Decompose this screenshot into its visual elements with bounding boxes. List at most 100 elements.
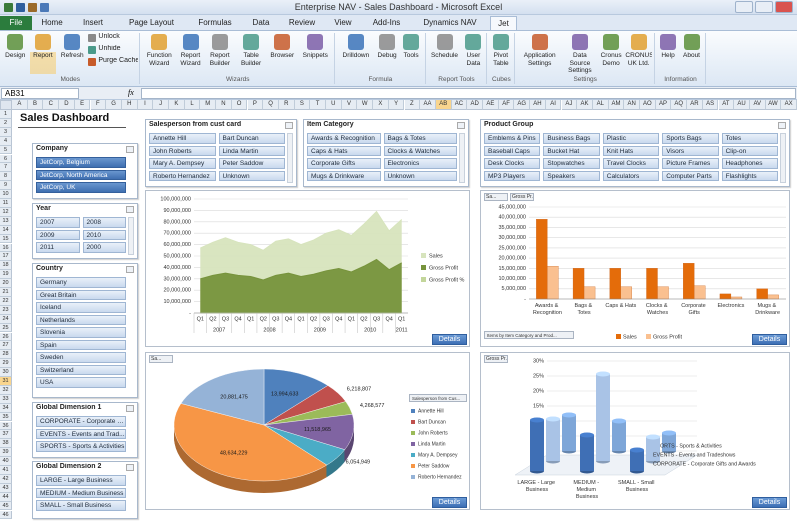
column-header[interactable]: M [200, 100, 217, 110]
slicer-scrollbar[interactable] [459, 133, 465, 183]
column-header[interactable]: E [74, 100, 91, 110]
slicer-item[interactable]: Totes [721, 133, 778, 144]
column-header[interactable]: R [278, 100, 295, 110]
row-header[interactable]: 43 [0, 483, 12, 493]
row-header[interactable]: 17 [0, 252, 12, 262]
slicer-item[interactable]: CORPORATE - Corporate G... [36, 416, 126, 427]
row-header[interactable]: 4 [0, 136, 12, 146]
row-header[interactable]: 15 [0, 234, 12, 244]
slicer-item[interactable]: Spain [36, 339, 126, 350]
column-header[interactable]: AX [781, 100, 797, 110]
row-header[interactable]: 1 [0, 110, 12, 119]
slicer-scrollbar[interactable] [780, 133, 786, 183]
row-header[interactable]: 40 [0, 457, 12, 466]
slicer-item[interactable]: Bucket Hat [543, 145, 600, 156]
column-header[interactable]: AL [592, 100, 609, 110]
column-header[interactable]: AS [702, 100, 719, 110]
slicer-item[interactable]: Visors [662, 145, 719, 156]
row-header[interactable]: 25 [0, 323, 12, 333]
details-button[interactable]: Details [432, 334, 467, 345]
ribbon-button[interactable]: Table Builder [240, 52, 262, 67]
ribbon-button[interactable]: Help [661, 52, 675, 59]
ribbon-button[interactable]: Design [5, 52, 26, 59]
slicer-item[interactable]: 2007 [36, 217, 80, 228]
row-header[interactable]: 27 [0, 341, 12, 351]
slicer-item[interactable]: JetCorp, Belgium [36, 157, 126, 168]
column-header[interactable]: AQ [671, 100, 688, 110]
legend-filter[interactable]: Salesperson from Cus... [409, 394, 467, 402]
column-header[interactable]: AM [608, 100, 625, 110]
ribbon-tab[interactable]: Home [41, 18, 63, 27]
ribbon-button[interactable]: Drilldown [342, 52, 370, 59]
details-button[interactable]: Details [752, 497, 787, 508]
ribbon-button[interactable]: Schedule [430, 52, 459, 59]
window-control[interactable] [735, 1, 753, 13]
row-header[interactable]: 8 [0, 172, 12, 182]
column-header[interactable]: AT [718, 100, 735, 110]
filter-dropdown[interactable]: Items by Item Category and Prod... [484, 331, 574, 339]
row-header[interactable]: 38 [0, 439, 12, 449]
row-header[interactable]: 9 [0, 181, 12, 191]
slicer-item[interactable]: Desk Clocks [484, 158, 541, 169]
row-header[interactable]: 37 [0, 430, 12, 440]
column-header[interactable]: AI [545, 100, 562, 110]
slicer-item[interactable]: Clocks & Watches [383, 145, 457, 156]
ribbon-tab[interactable]: File [0, 16, 32, 30]
column-header[interactable]: AP [655, 100, 672, 110]
slicer-clear-filter[interactable] [126, 146, 134, 153]
row-header[interactable]: 34 [0, 403, 12, 413]
column-header[interactable]: Z [404, 100, 421, 110]
field-button[interactable]: Gross Pr... [484, 355, 508, 363]
ribbon-tab[interactable]: Formulas [198, 18, 232, 27]
slicer-item[interactable]: Slovenia [36, 327, 126, 338]
slicer-item[interactable]: Clip-on [721, 145, 778, 156]
name-box[interactable]: AB31 [1, 88, 79, 99]
slicer-item[interactable]: Roberto Hernandez [149, 170, 216, 181]
slicer-item[interactable]: 2010 [82, 229, 126, 240]
column-header[interactable]: K [169, 100, 185, 110]
row-header[interactable]: 32 [0, 385, 12, 395]
row-header[interactable]: 20 [0, 279, 12, 288]
row-header[interactable]: 44 [0, 492, 12, 502]
slicer-clear-filter[interactable] [126, 405, 134, 412]
column-header[interactable]: Q [263, 100, 279, 110]
column-header[interactable]: U [326, 100, 342, 110]
ribbon-button[interactable]: Browser [270, 52, 295, 59]
column-header[interactable]: L [184, 100, 201, 110]
column-header[interactable]: AV [749, 100, 766, 110]
slicer-item[interactable]: USA [36, 377, 126, 388]
column-header[interactable]: AW [765, 100, 782, 110]
slicer-item[interactable]: Headphones [721, 158, 778, 169]
column-header[interactable]: AE [483, 100, 499, 110]
row-header[interactable]: 29 [0, 359, 12, 369]
ribbon-small-button[interactable]: Unlock [98, 33, 120, 40]
slicer-clear-filter[interactable] [457, 122, 465, 129]
ribbon-tab[interactable]: Jet [490, 16, 517, 30]
slicer-item[interactable]: Sweden [36, 352, 126, 363]
row-header[interactable]: 19 [0, 270, 12, 280]
row-header[interactable]: 18 [0, 261, 12, 271]
ribbon-button[interactable]: Debug [377, 52, 397, 59]
row-header[interactable]: 22 [0, 296, 12, 306]
slicer-item[interactable]: Bart Duncan [218, 133, 285, 144]
slicer-item[interactable]: Annette Hill [149, 133, 216, 144]
ribbon-tab[interactable]: Dynamics NAV [423, 18, 477, 27]
slicer-item[interactable]: 2011 [36, 242, 80, 253]
column-header[interactable]: Y [388, 100, 405, 110]
row-header[interactable]: 36 [0, 421, 12, 431]
row-header[interactable]: 12 [0, 207, 12, 217]
row-header[interactable]: 10 [0, 190, 12, 199]
slicer-item[interactable]: Unknown [218, 170, 285, 181]
ribbon-button[interactable]: Tools [403, 52, 419, 59]
row-header[interactable]: 7 [0, 163, 12, 173]
slicer-item[interactable]: Computer Parts [662, 170, 719, 181]
ribbon-tab[interactable]: Insert [82, 18, 103, 27]
column-header[interactable]: I [137, 100, 154, 110]
slicer-item[interactable]: Switzerland [36, 364, 126, 375]
column-header[interactable]: AD [467, 100, 483, 110]
slicer-item[interactable]: SMALL - Small Business [36, 500, 126, 511]
field-button[interactable]: Sa... [484, 193, 508, 201]
column-header[interactable]: P [247, 100, 264, 110]
slicer-item[interactable]: Linda Martin [218, 145, 285, 156]
column-header[interactable]: T [310, 100, 326, 110]
